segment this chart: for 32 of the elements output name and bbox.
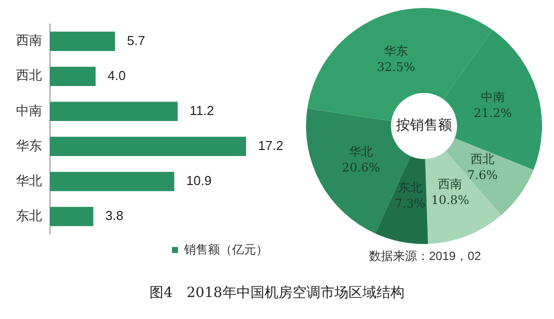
data-label: 3.8 (105, 208, 124, 224)
bar (50, 136, 246, 156)
bar (50, 172, 174, 192)
data-label: 10.9 (186, 173, 212, 188)
bar (50, 66, 96, 86)
data-label: 20.6% (342, 160, 380, 174)
slice-label: 西南 (438, 176, 462, 191)
y-tick-label: 西北 (16, 68, 42, 84)
bar (50, 102, 178, 122)
data-label: 5.7 (126, 32, 146, 48)
data-label: 10.8% (431, 192, 470, 207)
y-tick-label: 东北 (16, 208, 42, 224)
slice-label: 中南 (480, 90, 505, 104)
slice-label: 华北 (349, 144, 373, 158)
data-label: 21.2% (474, 106, 512, 120)
y-tick-label: 华北 (16, 174, 42, 189)
y-tick-label: 西南 (16, 34, 42, 49)
data-label: 7.6% (467, 168, 498, 182)
legend-label: 销售额（亿元） (183, 242, 268, 256)
text: 图4 2018年中国机房空调市场区域结构 (148, 284, 406, 302)
y-tick-label: 中南 (16, 104, 42, 119)
data-label: 11.2 (190, 102, 214, 118)
data-label: 4.0 (108, 68, 126, 83)
text: 按销售额 (396, 118, 452, 134)
bar (50, 206, 94, 226)
source-note: 数据来源：2019，02 (368, 248, 482, 265)
slice-label: 西北 (470, 152, 494, 166)
bar (50, 32, 115, 51)
slice-label: 华东 (384, 44, 408, 58)
data-label: 17.2 (258, 138, 284, 153)
y-tick-label: 华东 (16, 138, 42, 154)
data-label: 32.5% (376, 60, 416, 74)
